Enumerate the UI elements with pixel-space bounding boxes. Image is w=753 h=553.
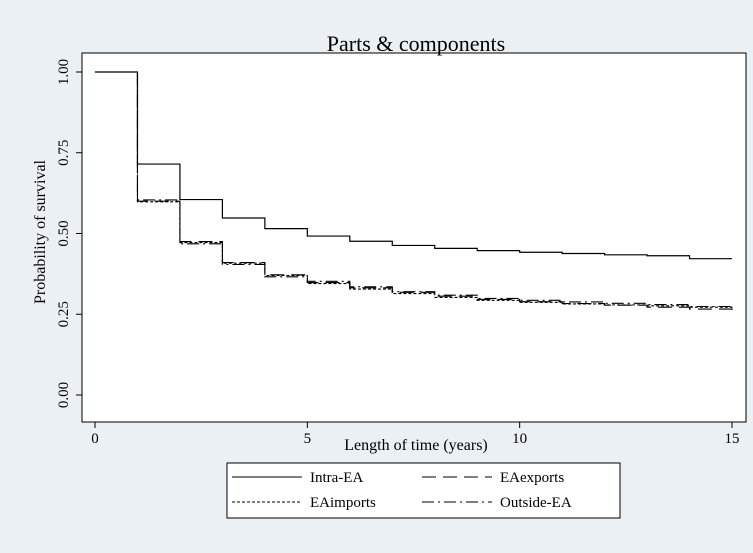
legend-label: Intra-EA bbox=[310, 470, 363, 486]
plot-area bbox=[81, 52, 747, 423]
legend: Intra-EA EAexports EAimports Outside-EA bbox=[226, 462, 621, 519]
legend-items: Intra-EA EAexports EAimports Outside-EA bbox=[232, 470, 572, 511]
y-tick-label: 1.00 bbox=[56, 59, 72, 85]
x-tick-label: 5 bbox=[304, 431, 312, 447]
legend-label: EAimports bbox=[310, 495, 376, 511]
y-tick-label: 0.75 bbox=[56, 140, 72, 166]
legend-box bbox=[226, 462, 621, 519]
x-tick-label: 0 bbox=[91, 431, 99, 447]
series-line-intra-ea bbox=[95, 71, 732, 260]
y-axis: 0.00 0.25 0.50 0.75 1.00 bbox=[56, 59, 82, 408]
y-tick-label: 0.50 bbox=[56, 220, 72, 246]
y-axis-label: Probability of survival bbox=[32, 159, 49, 304]
y-tick-label: 0.00 bbox=[56, 382, 72, 408]
y-tick-label: 0.25 bbox=[56, 301, 72, 327]
series-line-outside-ea bbox=[95, 71, 733, 309]
x-tick-label: 15 bbox=[725, 431, 740, 447]
x-tick-label: 10 bbox=[512, 431, 527, 447]
chart-title: Parts & components bbox=[327, 31, 505, 56]
x-axis-label: Length of time (years) bbox=[344, 437, 488, 454]
legend-label: EAexports bbox=[500, 470, 564, 486]
series-layer bbox=[95, 71, 733, 312]
x-axis: 0 5 10 15 bbox=[91, 422, 740, 447]
legend-label: Outside-EA bbox=[500, 495, 572, 511]
